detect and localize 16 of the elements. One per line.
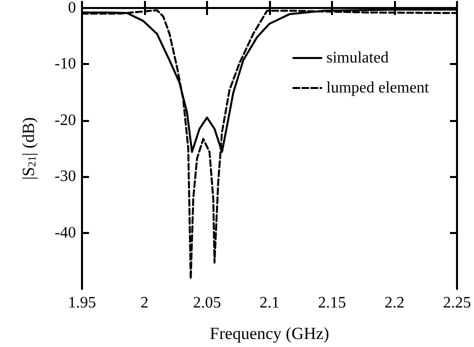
legend-label: simulated — [326, 50, 389, 66]
y-tick-label: -30 — [54, 168, 76, 186]
y-tick-label: -40 — [54, 224, 76, 242]
y-tick-label: -20 — [54, 112, 76, 129]
x-tick-label: 2.15 — [318, 294, 346, 312]
x-tick-label: 2 — [140, 294, 148, 312]
x-tick-label: 2.1 — [260, 294, 280, 312]
y-tick-label: 0 — [68, 0, 76, 16]
x-tick-label: 2.05 — [193, 294, 221, 312]
x-tick-label: 1.95 — [68, 294, 96, 312]
x-tick-label: 2.25 — [443, 294, 471, 312]
y-axis-title: |S21| (dB) — [19, 117, 38, 180]
y-tick-label: -10 — [54, 56, 76, 73]
legend-label: lumped element — [326, 80, 430, 96]
x-tick-label: 2.2 — [384, 294, 404, 312]
x-axis-title: Frequency (GHz) — [210, 324, 330, 343]
